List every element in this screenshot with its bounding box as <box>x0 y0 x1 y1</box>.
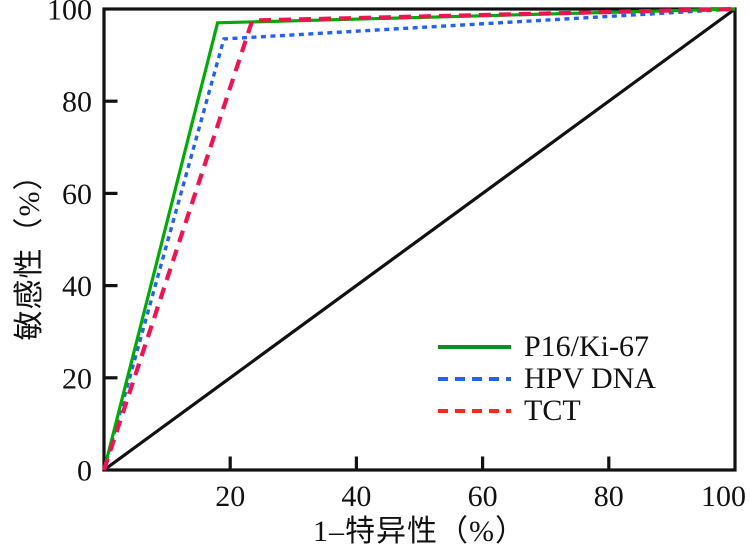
legend-item-tct: TCT <box>437 395 656 426</box>
x-tick-label: 60 <box>468 480 498 513</box>
legend-line-swatch <box>438 376 511 381</box>
plot-frame <box>102 7 737 472</box>
reference-diagonal-line <box>103 7 736 472</box>
legend-label: P16/Ki-67 <box>524 330 650 363</box>
legend-line-swatch <box>438 408 511 413</box>
legend-item-p16-ki67: P16/Ki-67 <box>437 331 656 362</box>
y-tick-label: 20 <box>62 362 92 395</box>
legend-line-swatch <box>438 344 511 349</box>
hpv-dna-line <box>102 7 736 471</box>
legend-item-hpv-dna: HPV DNA <box>437 363 656 394</box>
y-tick-label: 100 <box>47 0 92 27</box>
x-tick-label: 80 <box>594 480 624 513</box>
y-tick-label: 80 <box>62 86 92 119</box>
x-tick-label: 100 <box>701 480 746 513</box>
y-tick-label: 60 <box>62 178 92 211</box>
y-tick-label: 40 <box>62 270 92 303</box>
x-axis-title: 1–特异性（%） <box>313 515 526 547</box>
y-axis-title: 敏感性（%） <box>13 159 46 341</box>
x-tick-label: 40 <box>341 480 371 513</box>
legend-label: HPV DNA <box>524 362 656 395</box>
x-tick-label: 20 <box>215 480 245 513</box>
legend-label: TCT <box>524 394 581 427</box>
legend: P16/Ki-67 HPV DNA TCT <box>437 331 656 426</box>
y-tick-label: 0 <box>77 455 92 488</box>
